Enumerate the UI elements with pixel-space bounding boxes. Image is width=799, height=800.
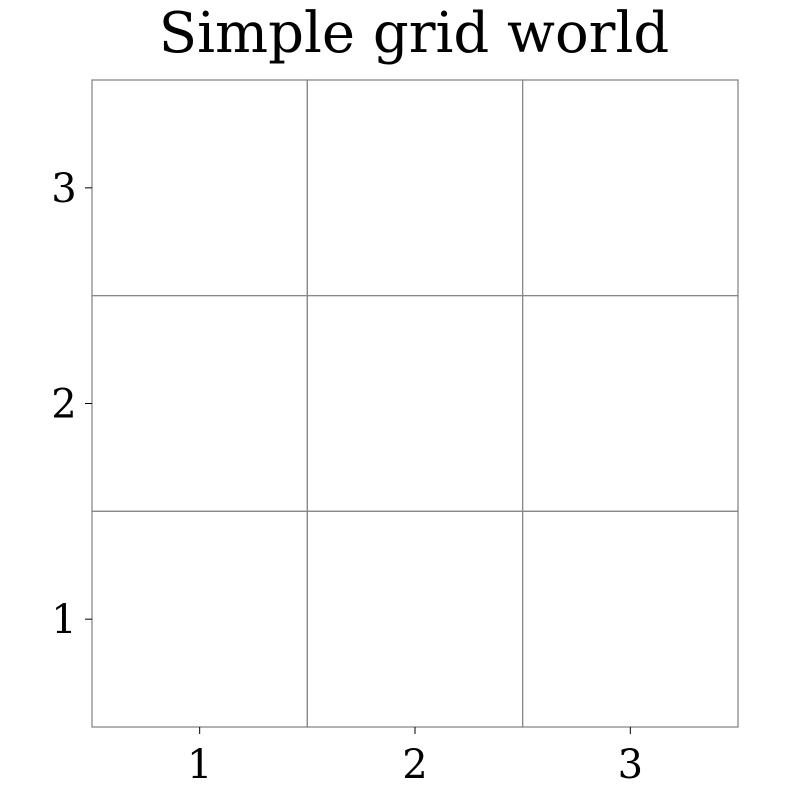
x-tick-label: 1 <box>187 742 212 788</box>
grid-cell-3-3 <box>522 79 739 297</box>
diagram-title: Simple grid world <box>159 1 669 66</box>
grid-cell-1-2 <box>91 295 308 512</box>
grid-cell-3-1 <box>522 510 739 728</box>
grid-cell-2-3 <box>306 79 524 297</box>
x-tick-label: 2 <box>402 742 427 788</box>
y-tick-label: 2 <box>51 382 76 428</box>
y-tick-label: 1 <box>51 597 76 643</box>
x-tick-label: 3 <box>618 742 643 788</box>
grid-layer <box>91 79 739 728</box>
grid-cell-1-1 <box>91 510 308 728</box>
grid-cell-2-1 <box>306 510 524 728</box>
y-tick-label: 3 <box>51 166 76 212</box>
tick-layer: 1 2 3 1 2 3 <box>51 166 643 788</box>
grid-cell-2-2 <box>306 295 524 512</box>
grid-cell-3-2 <box>522 295 739 512</box>
grid-cell-1-3 <box>91 79 308 297</box>
